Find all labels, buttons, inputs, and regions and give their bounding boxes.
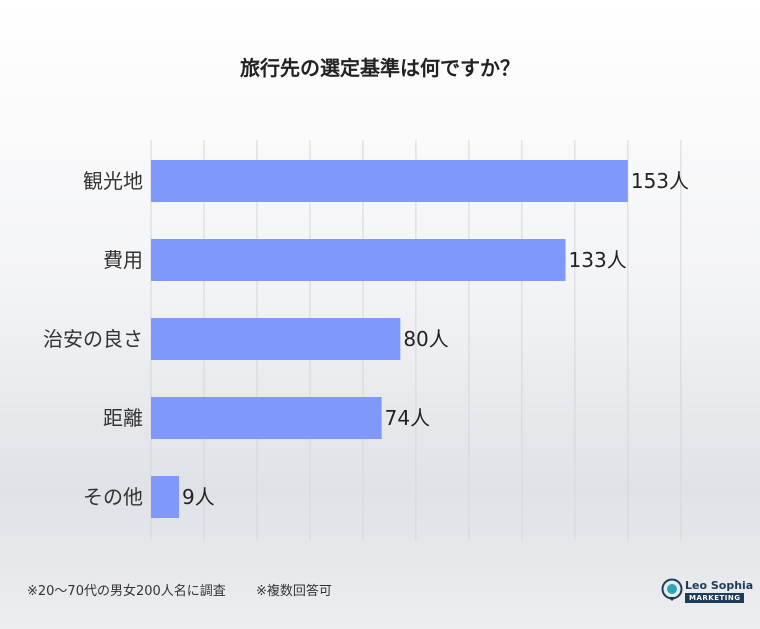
lion-head-icon xyxy=(661,578,683,601)
logo-subtitle: MARKETING xyxy=(685,593,745,603)
survey-note: ※20〜70代の男女200人名に調査 xyxy=(27,584,226,599)
bar xyxy=(151,318,401,360)
category-label: 費用 xyxy=(103,248,143,272)
category-label: 距離 xyxy=(103,406,143,430)
logo-name: Leo Sophia xyxy=(685,579,754,592)
bar xyxy=(151,239,566,281)
value-label: 74人 xyxy=(385,406,430,430)
company-logo: Leo Sophia MARKETING xyxy=(661,578,753,606)
chart-title: 旅行先の選定基準は何ですか？ xyxy=(240,56,520,80)
category-label: 観光地 xyxy=(83,169,143,193)
value-label: 9人 xyxy=(182,485,215,509)
value-label: 153人 xyxy=(631,169,689,193)
value-label: 133人 xyxy=(569,248,627,272)
value-label: 80人 xyxy=(403,327,448,351)
bar xyxy=(151,397,382,439)
bar xyxy=(151,476,180,518)
category-label: 治安の良さ xyxy=(43,327,143,351)
category-label: その他 xyxy=(83,485,143,509)
bar xyxy=(151,160,628,202)
multiple-answer-note: ※複数回答可 xyxy=(256,584,332,599)
